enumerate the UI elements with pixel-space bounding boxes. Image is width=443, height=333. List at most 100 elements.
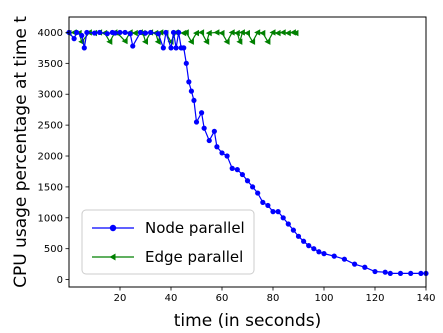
- data-point-node-parallel: [352, 261, 358, 267]
- data-point-node-parallel: [142, 30, 149, 36]
- data-point-node-parallel: [214, 144, 220, 150]
- data-point-node-parallel: [74, 29, 80, 36]
- data-point-edge-parallel: [131, 29, 138, 37]
- data-point-node-parallel: [290, 227, 296, 233]
- data-point-node-parallel: [181, 45, 187, 51]
- data-point-edge-parallel: [238, 29, 245, 36]
- data-point-node-parallel: [275, 209, 281, 215]
- data-point-node-parallel: [229, 165, 235, 171]
- plot-frame: [68, 16, 427, 288]
- data-point-node-parallel: [219, 150, 225, 156]
- data-point-node-parallel: [331, 253, 337, 259]
- data-point-node-parallel: [270, 209, 276, 215]
- data-point-node-parallel: [255, 190, 261, 196]
- y-tick-label: 1500: [38, 182, 63, 193]
- data-point-node-parallel: [382, 269, 388, 275]
- data-point-node-parallel: [84, 29, 90, 36]
- data-point-node-parallel: [387, 270, 393, 277]
- data-point-node-parallel: [170, 29, 177, 36]
- data-point-node-parallel: [168, 45, 174, 51]
- data-point-edge-parallel: [213, 29, 220, 36]
- data-point-node-parallel: [362, 264, 368, 270]
- data-point-node-parallel: [91, 30, 98, 36]
- data-point-edge-parallel: [182, 29, 189, 36]
- data-point-node-parallel: [117, 29, 123, 36]
- data-point-node-parallel: [316, 249, 322, 255]
- data-point-node-parallel: [137, 29, 143, 36]
- data-point-edge-parallel: [142, 38, 148, 45]
- data-point-edge-parallel: [193, 29, 199, 37]
- data-point-node-parallel: [206, 137, 212, 144]
- x-tick-label: 120: [365, 293, 384, 304]
- y-tick-label: 2000: [38, 152, 63, 163]
- data-point-node-parallel: [148, 29, 154, 36]
- data-point-edge-parallel: [187, 38, 194, 45]
- y-axis-label: CPU usage percentage at time t: [11, 16, 31, 288]
- legend: Node parallel Edge parallel: [81, 209, 255, 275]
- x-axis: 20 40 60 80 100 120 140: [114, 287, 436, 304]
- data-point-node-parallel: [71, 36, 77, 42]
- data-point-node-parallel: [224, 153, 230, 159]
- x-tick-label: 20: [114, 293, 127, 304]
- data-point-node-parallel: [250, 184, 256, 190]
- data-point-node-parallel: [244, 178, 251, 184]
- y-tick-label: 500: [44, 244, 63, 255]
- data-point-node-parallel: [186, 79, 192, 85]
- data-point-node-parallel: [211, 128, 217, 134]
- data-point-node-parallel: [199, 110, 205, 116]
- data-point-node-parallel: [285, 221, 291, 227]
- data-point-node-parallel: [104, 31, 110, 37]
- legend-marker-node-parallel: [109, 224, 117, 232]
- data-point-edge-parallel: [249, 38, 256, 45]
- data-point-edge-parallel: [279, 29, 286, 36]
- data-point-edge-parallel: [154, 38, 161, 45]
- data-point-node-parallel: [160, 45, 166, 51]
- data-point-node-parallel: [193, 119, 200, 125]
- data-point-node-parallel: [176, 29, 182, 36]
- x-axis-label: time (in seconds): [174, 311, 321, 331]
- data-point-edge-parallel: [233, 29, 240, 37]
- data-point-node-parallel: [295, 233, 302, 239]
- data-point-node-parallel: [341, 256, 347, 262]
- data-point-node-parallel: [188, 88, 194, 94]
- data-point-node-parallel: [418, 270, 424, 277]
- y-tick-label: 3500: [38, 59, 63, 70]
- x-tick-label: 60: [216, 293, 229, 304]
- data-point-edge-parallel: [198, 29, 205, 36]
- y-tick-label: 4000: [38, 28, 63, 39]
- legend-label-node-parallel: Node parallel: [145, 219, 245, 237]
- y-tick-label: 1000: [38, 213, 63, 224]
- data-point-node-parallel: [201, 125, 207, 131]
- x-tick-label: 80: [267, 293, 280, 304]
- data-point-node-parallel: [234, 167, 240, 173]
- data-point-node-parallel: [321, 251, 327, 257]
- data-point-edge-parallel: [205, 29, 212, 37]
- data-point-edge-parallel: [203, 38, 210, 45]
- data-point-node-parallel: [79, 32, 85, 39]
- data-point-edge-parallel: [284, 29, 291, 37]
- data-point-edge-parallel: [274, 29, 281, 37]
- data-point-edge-parallel: [264, 38, 271, 45]
- y-axis: 0 500 1000 1500 2000 2500 3000 3500 4000: [38, 28, 69, 286]
- x-tick-label: 40: [165, 293, 178, 304]
- data-point-node-parallel: [408, 270, 414, 277]
- y-tick-label: 0: [57, 275, 63, 286]
- data-point-edge-parallel: [236, 38, 243, 45]
- data-point-node-parallel: [81, 45, 87, 51]
- data-point-edge-parallel: [218, 29, 225, 37]
- data-point-node-parallel: [191, 97, 197, 104]
- data-point-edge-parallel: [259, 29, 266, 37]
- data-point-node-parallel: [260, 199, 266, 205]
- legend-entry-edge-parallel: Edge parallel: [92, 248, 243, 266]
- data-point-node-parallel: [163, 29, 169, 36]
- data-point-node-parallel: [301, 238, 307, 244]
- data-point-node-parallel: [280, 215, 286, 221]
- data-point-node-parallel: [127, 31, 133, 37]
- data-point-edge-parallel: [292, 29, 299, 37]
- data-point-node-parallel: [173, 45, 179, 51]
- series-layer: [65, 29, 429, 277]
- data-point-node-parallel: [239, 171, 245, 178]
- data-point-edge-parallel: [223, 38, 230, 45]
- data-point-node-parallel: [311, 246, 317, 252]
- plot-area: [65, 16, 429, 288]
